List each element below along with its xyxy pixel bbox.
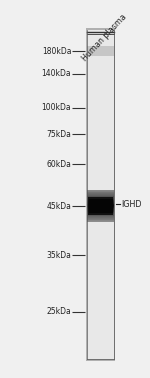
Bar: [87, 190, 114, 191]
Bar: [87, 203, 114, 204]
Bar: [87, 191, 114, 192]
Bar: [87, 202, 114, 203]
Bar: [87, 192, 114, 193]
Bar: [87, 221, 114, 222]
Bar: [87, 200, 114, 201]
Bar: [87, 30, 114, 359]
Text: 180kDa: 180kDa: [42, 46, 71, 56]
Bar: [87, 212, 114, 213]
Bar: [87, 46, 114, 56]
Bar: [87, 198, 114, 200]
Text: 45kDa: 45kDa: [46, 201, 71, 211]
Bar: [87, 209, 114, 210]
Bar: [87, 206, 114, 207]
Bar: [87, 211, 114, 212]
Bar: [87, 213, 114, 214]
Bar: [87, 214, 114, 215]
Bar: [87, 204, 114, 205]
Bar: [87, 196, 114, 197]
Bar: [87, 201, 114, 202]
Text: Human plasma: Human plasma: [81, 13, 129, 64]
Bar: [87, 198, 114, 199]
Bar: [88, 199, 112, 213]
Bar: [87, 215, 114, 217]
Bar: [87, 218, 114, 219]
Bar: [87, 194, 114, 195]
Bar: [87, 207, 114, 208]
Bar: [87, 197, 114, 198]
Bar: [88, 197, 113, 215]
Bar: [87, 218, 114, 220]
Bar: [87, 193, 114, 194]
Bar: [86, 28, 115, 361]
Text: 75kDa: 75kDa: [46, 130, 71, 139]
Bar: [87, 195, 114, 197]
Bar: [87, 205, 114, 206]
Text: 60kDa: 60kDa: [46, 160, 71, 169]
Bar: [87, 203, 114, 204]
Text: 140kDa: 140kDa: [42, 69, 71, 78]
Bar: [87, 208, 114, 209]
Bar: [87, 191, 114, 192]
Bar: [87, 220, 114, 221]
Bar: [87, 216, 114, 217]
Text: 100kDa: 100kDa: [42, 103, 71, 112]
Text: IGHD: IGHD: [122, 200, 142, 209]
Bar: [87, 211, 114, 212]
Bar: [87, 217, 114, 218]
Text: 25kDa: 25kDa: [46, 307, 71, 316]
Text: 35kDa: 35kDa: [46, 251, 71, 260]
Bar: [87, 210, 114, 211]
